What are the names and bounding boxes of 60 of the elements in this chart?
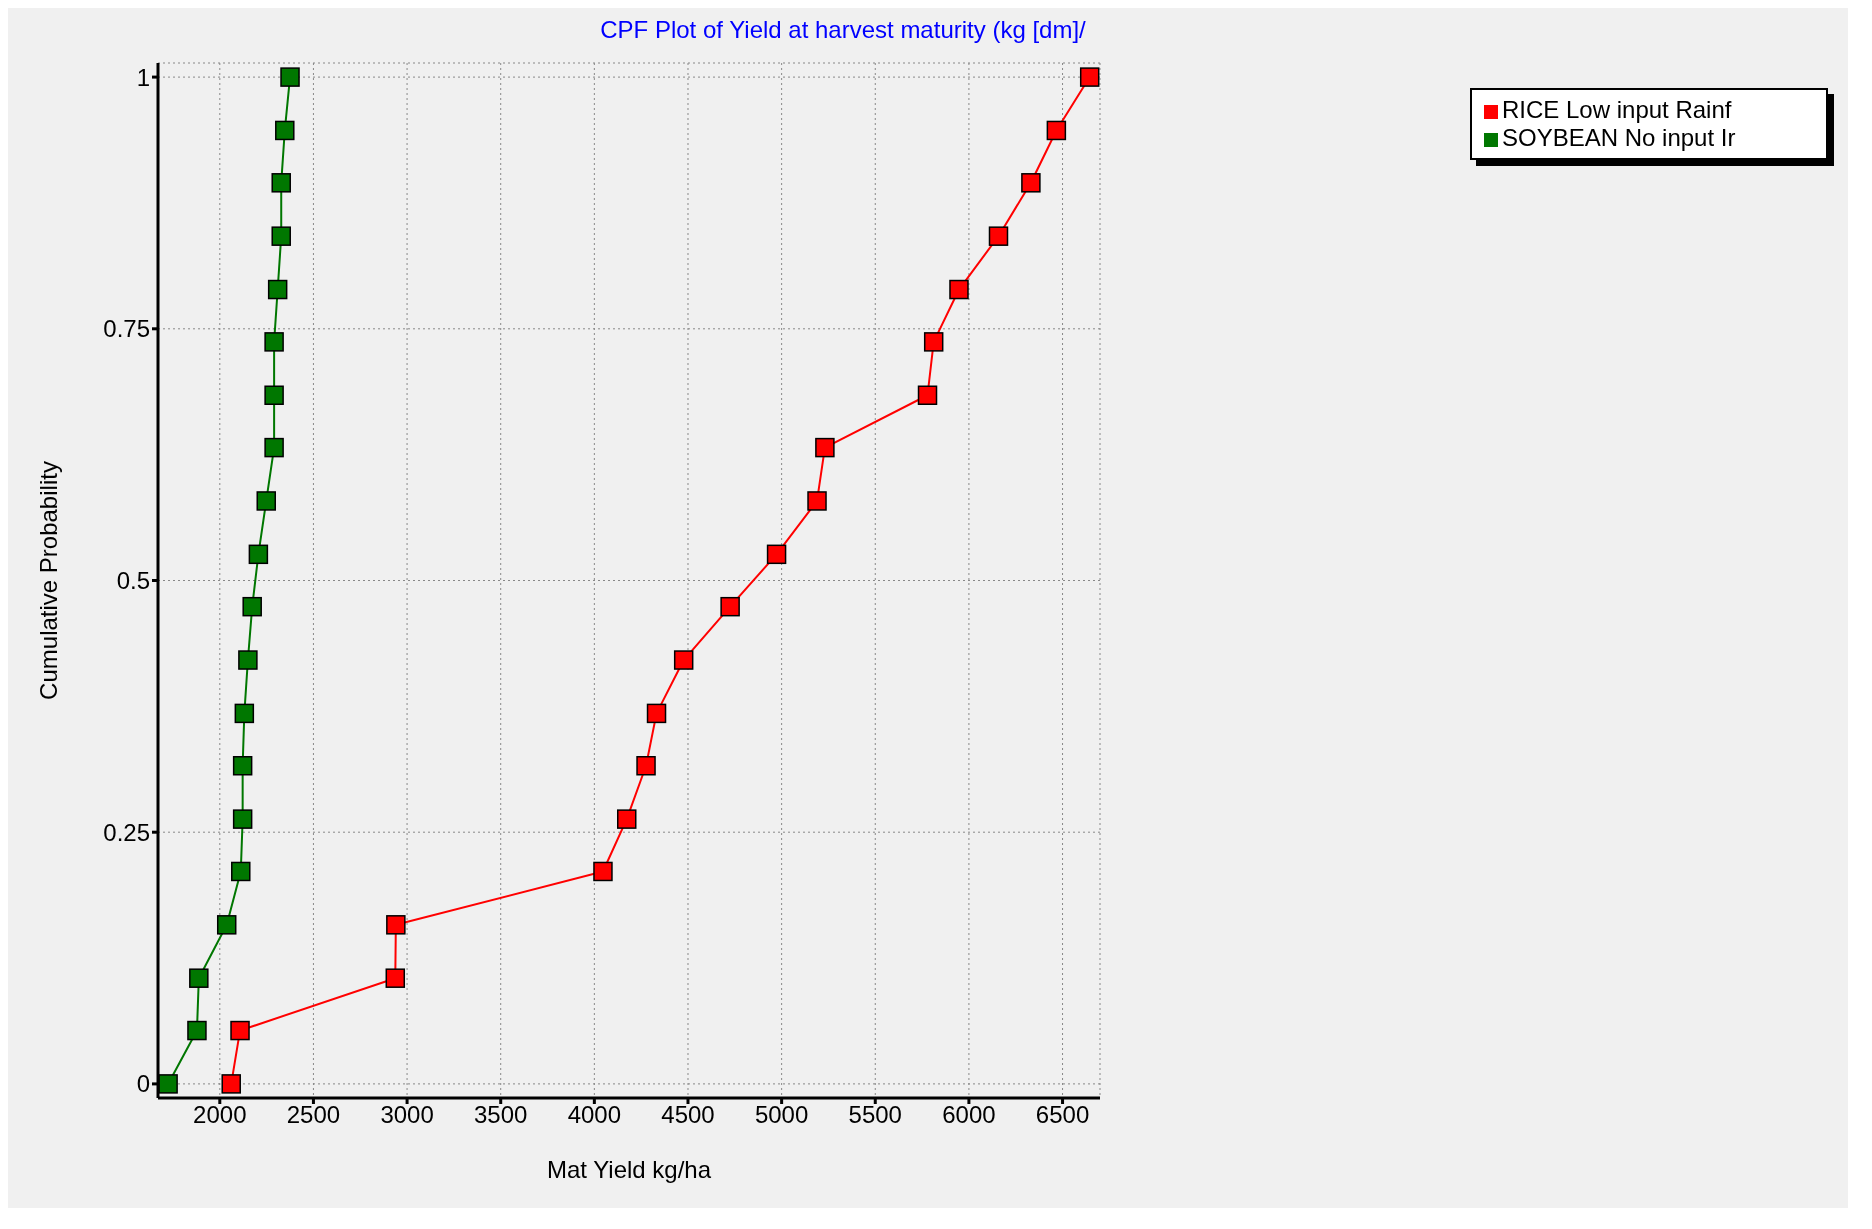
point (271, 226, 291, 246)
y-tick-label: 0.75 (103, 315, 150, 343)
y-tick-label: 1 (136, 63, 150, 91)
y-tick-label: 0.25 (103, 818, 150, 846)
point (264, 437, 284, 458)
point (216, 915, 237, 935)
x-tick-label: 3000 (380, 1101, 434, 1129)
point (232, 756, 253, 776)
point (231, 861, 251, 882)
point (949, 279, 969, 300)
x-tick-label: 3500 (474, 1101, 528, 1129)
point (385, 968, 406, 988)
point (1046, 120, 1067, 141)
x-axis-title: Mat Yield kg/ha (546, 1156, 712, 1183)
y-tick-label: 0 (136, 1070, 150, 1098)
x-tick-label: 6500 (1035, 1101, 1090, 1129)
x-tick-label: 4000 (567, 1101, 622, 1129)
point (917, 385, 938, 405)
point (807, 491, 827, 511)
point (280, 67, 300, 87)
legend-label: RICE Low input Rainf (1502, 96, 1732, 123)
point (646, 703, 667, 724)
point (232, 809, 253, 829)
point (923, 332, 944, 352)
point (248, 544, 269, 565)
point (1079, 67, 1100, 87)
point (264, 385, 284, 405)
x-tick-label: 6000 (942, 1101, 996, 1129)
legend-label: SOYBEAN No input Ir (1502, 124, 1736, 151)
point (1021, 173, 1041, 193)
point (815, 437, 835, 458)
x-tick-label: 4500 (661, 1101, 715, 1129)
point (720, 596, 740, 617)
y-tick-label: 0.5 (116, 567, 150, 595)
y-axis-title: Cumulative Probability (34, 461, 62, 700)
point (221, 1074, 241, 1094)
point (189, 968, 209, 988)
point (386, 915, 406, 935)
point (238, 650, 258, 670)
x-tick-label: 2000 (193, 1101, 247, 1129)
point (271, 173, 291, 193)
point (275, 120, 295, 141)
chart-title: CPF Plot of Yield at harvest maturity (kg [dm]/ (599, 16, 1087, 44)
point (187, 1020, 207, 1041)
point (988, 226, 1009, 246)
point (766, 544, 787, 565)
point (256, 491, 276, 511)
point (230, 1020, 250, 1041)
x-tick-label: 5500 (848, 1101, 902, 1129)
x-tick-label: 2500 (286, 1101, 341, 1129)
point (673, 650, 694, 670)
point (264, 332, 284, 352)
x-tick-label: 5000 (754, 1101, 809, 1129)
point (234, 703, 255, 724)
point (242, 596, 262, 617)
point (636, 756, 656, 776)
point (267, 279, 288, 300)
point (158, 1074, 178, 1094)
point (593, 861, 613, 882)
point (617, 809, 637, 829)
